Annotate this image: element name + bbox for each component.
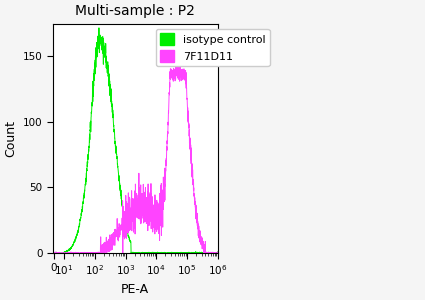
isotype control [90, 104, 95, 107]
7F11D11 [83, 251, 88, 255]
7F11D11 [173, 74, 178, 78]
7F11D11 [128, 209, 133, 213]
isotype control [215, 250, 220, 254]
7F11D11 [215, 251, 220, 255]
Line: isotype control: isotype control [54, 28, 218, 253]
Line: 7F11D11: 7F11D11 [54, 63, 218, 253]
isotype control [51, 251, 57, 255]
Title: Multi-sample : P2: Multi-sample : P2 [75, 4, 195, 18]
isotype control [173, 251, 178, 255]
7F11D11 [131, 211, 136, 214]
Y-axis label: Count: Count [4, 120, 17, 157]
isotype control [83, 183, 88, 187]
7F11D11 [173, 61, 178, 65]
isotype control [96, 26, 102, 30]
isotype control [152, 251, 157, 255]
7F11D11 [51, 250, 57, 254]
Legend: isotype control, 7F11D11: isotype control, 7F11D11 [156, 29, 270, 66]
7F11D11 [90, 251, 95, 255]
X-axis label: PE-A: PE-A [121, 283, 149, 296]
7F11D11 [52, 251, 57, 255]
7F11D11 [152, 219, 157, 223]
isotype control [131, 251, 136, 255]
isotype control [128, 251, 133, 255]
